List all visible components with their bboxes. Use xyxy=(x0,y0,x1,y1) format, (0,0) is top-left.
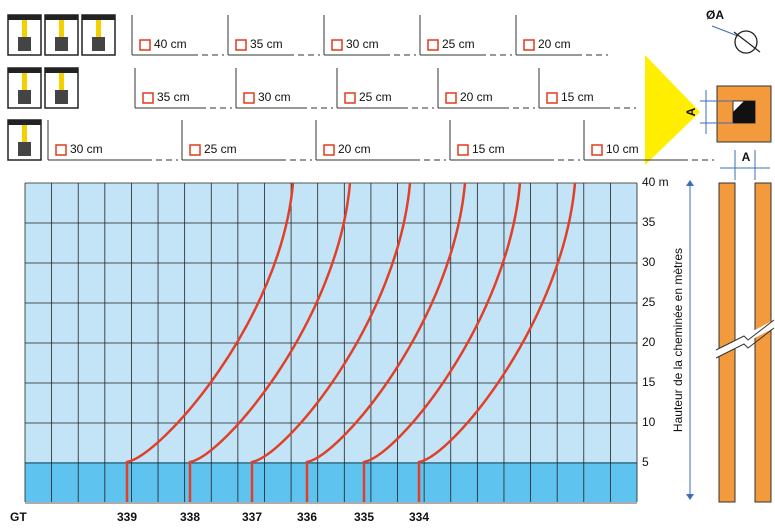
section-label: 40 cm xyxy=(154,37,187,51)
height-tick-label: 30 xyxy=(642,255,656,269)
checkbox xyxy=(55,144,67,156)
model-curve xyxy=(250,182,412,502)
arrow-head xyxy=(686,180,694,186)
boiler-pipe xyxy=(22,20,27,38)
section-label: 25 cm xyxy=(359,90,392,104)
base-band xyxy=(25,462,637,502)
arrow-head xyxy=(686,494,694,500)
height-tick-label: 15 xyxy=(642,375,656,389)
checkbox xyxy=(427,39,439,51)
checkbox xyxy=(243,92,255,104)
model-label: 336 xyxy=(297,510,317,524)
checkbox xyxy=(457,144,469,156)
diameter-line xyxy=(733,31,761,53)
model-curve xyxy=(305,182,467,502)
section-label: 30 cm xyxy=(70,142,103,156)
pointer-triangle xyxy=(645,55,700,165)
model-label: 339 xyxy=(117,510,137,524)
section-label: 15 cm xyxy=(561,90,594,104)
section-label: 10 cm xyxy=(606,142,639,156)
boiler-body xyxy=(18,37,31,51)
side-width-label: A xyxy=(742,150,751,164)
checkbox xyxy=(323,144,335,156)
height-tick-label: 35 xyxy=(642,215,656,229)
height-axis-title: Hauteur de la cheminée en mètres xyxy=(671,248,685,432)
section-label: 20 cm xyxy=(460,90,493,104)
diameter-arrow xyxy=(711,25,739,37)
boiler-top xyxy=(8,15,41,20)
model-curve xyxy=(362,182,522,502)
flue-corner xyxy=(733,101,755,123)
section-label: 20 cm xyxy=(538,37,571,51)
model-label: 334 xyxy=(409,510,429,524)
boiler-body xyxy=(92,37,105,51)
boiler-body xyxy=(18,90,31,104)
model-curve xyxy=(125,182,295,502)
height-tick-label: 40 m xyxy=(642,175,669,189)
height-tick-label: 10 xyxy=(642,415,656,429)
chimney-wall xyxy=(754,182,772,503)
section-label: 25 cm xyxy=(204,142,237,156)
section-label: 35 cm xyxy=(157,90,190,104)
boiler-body xyxy=(55,37,68,51)
section-label: 35 cm xyxy=(250,37,283,51)
boiler-body xyxy=(18,142,31,156)
boiler-top xyxy=(45,68,78,73)
boiler-pipe xyxy=(59,73,64,91)
side-label: A xyxy=(684,107,698,116)
boiler-pipe xyxy=(22,125,27,143)
chimney-break xyxy=(715,319,775,351)
checkbox xyxy=(142,92,154,104)
section-label: 25 cm xyxy=(442,37,475,51)
boiler-top xyxy=(8,120,41,125)
checkbox xyxy=(331,39,343,51)
height-tick-label: 25 xyxy=(642,295,656,309)
chimney-break xyxy=(716,320,774,358)
height-tick-label: 20 xyxy=(642,335,656,349)
model-curve xyxy=(188,182,352,502)
boiler-top xyxy=(8,68,41,73)
section-label: 20 cm xyxy=(338,142,371,156)
checkbox xyxy=(546,92,558,104)
checkbox xyxy=(189,144,201,156)
boiler-top xyxy=(82,15,115,20)
model-curve xyxy=(417,182,577,502)
section-label: 15 cm xyxy=(472,142,505,156)
boiler-pipe xyxy=(96,20,101,38)
section-label: 30 cm xyxy=(258,90,291,104)
model-label: 337 xyxy=(242,510,262,524)
grid-bg xyxy=(25,183,637,502)
boiler-top xyxy=(45,15,78,20)
checkbox xyxy=(591,144,603,156)
checkbox xyxy=(445,92,457,104)
boiler-pipe xyxy=(59,20,64,38)
checkbox xyxy=(235,39,247,51)
section-label: 30 cm xyxy=(346,37,379,51)
checkbox xyxy=(523,39,535,51)
chimney-break xyxy=(715,327,775,359)
boiler-body xyxy=(55,90,68,104)
model-label: 335 xyxy=(354,510,374,524)
models-label: GT xyxy=(10,510,27,524)
height-tick-label: 5 xyxy=(642,455,649,469)
boiler-pipe xyxy=(22,73,27,91)
diameter-label: ØA xyxy=(706,8,724,22)
round-flue xyxy=(734,30,758,54)
checkbox xyxy=(344,92,356,104)
model-label: 338 xyxy=(180,510,200,524)
checkbox xyxy=(139,39,151,51)
